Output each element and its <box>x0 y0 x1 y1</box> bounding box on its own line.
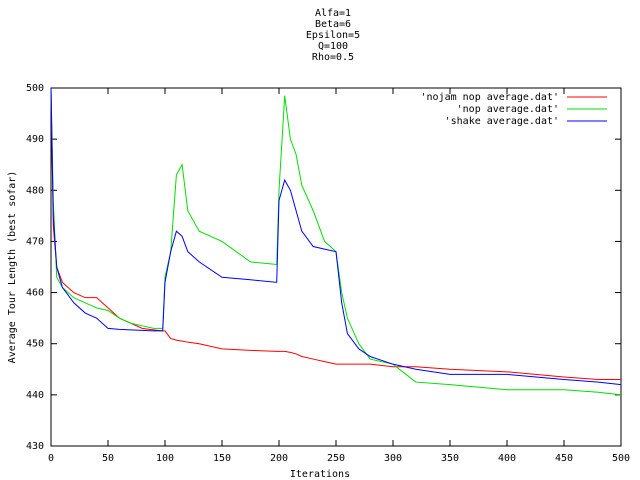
plot-frame <box>50 87 622 447</box>
x-tick-label: 150 <box>213 453 231 464</box>
y-tick-label: 440 <box>26 390 44 401</box>
y-tick-label: 450 <box>26 339 44 350</box>
chart-title: Alfa=1 <box>315 8 351 19</box>
x-tick-label: 0 <box>48 453 54 464</box>
y-tick-label: 460 <box>26 288 44 299</box>
legend-label: 'nojam nop average.dat' <box>421 92 559 103</box>
chart-title: Beta=6 <box>315 19 351 30</box>
y-axis-label: Average Tour Length (best sofar) <box>7 171 18 364</box>
series-line <box>50 87 622 386</box>
x-tick-label: 500 <box>612 453 630 464</box>
x-tick-label: 100 <box>156 453 174 464</box>
x-tick-label: 450 <box>555 453 573 464</box>
chart-title: Q=100 <box>318 41 348 52</box>
x-tick-label: 400 <box>498 453 516 464</box>
x-tick-label: 300 <box>384 453 402 464</box>
chart-title: Epsilon=5 <box>306 30 360 41</box>
legend-label: 'shake average.dat' <box>445 116 559 127</box>
y-tick-label: 470 <box>26 236 44 247</box>
x-tick-label: 50 <box>102 453 114 464</box>
x-tick-label: 350 <box>441 453 459 464</box>
legend-label: 'nop average.dat' <box>457 104 559 115</box>
y-tick-label: 490 <box>26 134 44 145</box>
x-tick-label: 200 <box>270 453 288 464</box>
series-line <box>50 87 622 396</box>
x-tick-label: 250 <box>327 453 345 464</box>
chart-title: Rho=0.5 <box>312 52 354 63</box>
y-tick-label: 500 <box>26 83 44 94</box>
x-axis-label: Iterations <box>290 469 350 480</box>
y-tick-label: 430 <box>26 441 44 452</box>
series-line <box>50 87 621 381</box>
y-tick-label: 480 <box>26 185 44 196</box>
